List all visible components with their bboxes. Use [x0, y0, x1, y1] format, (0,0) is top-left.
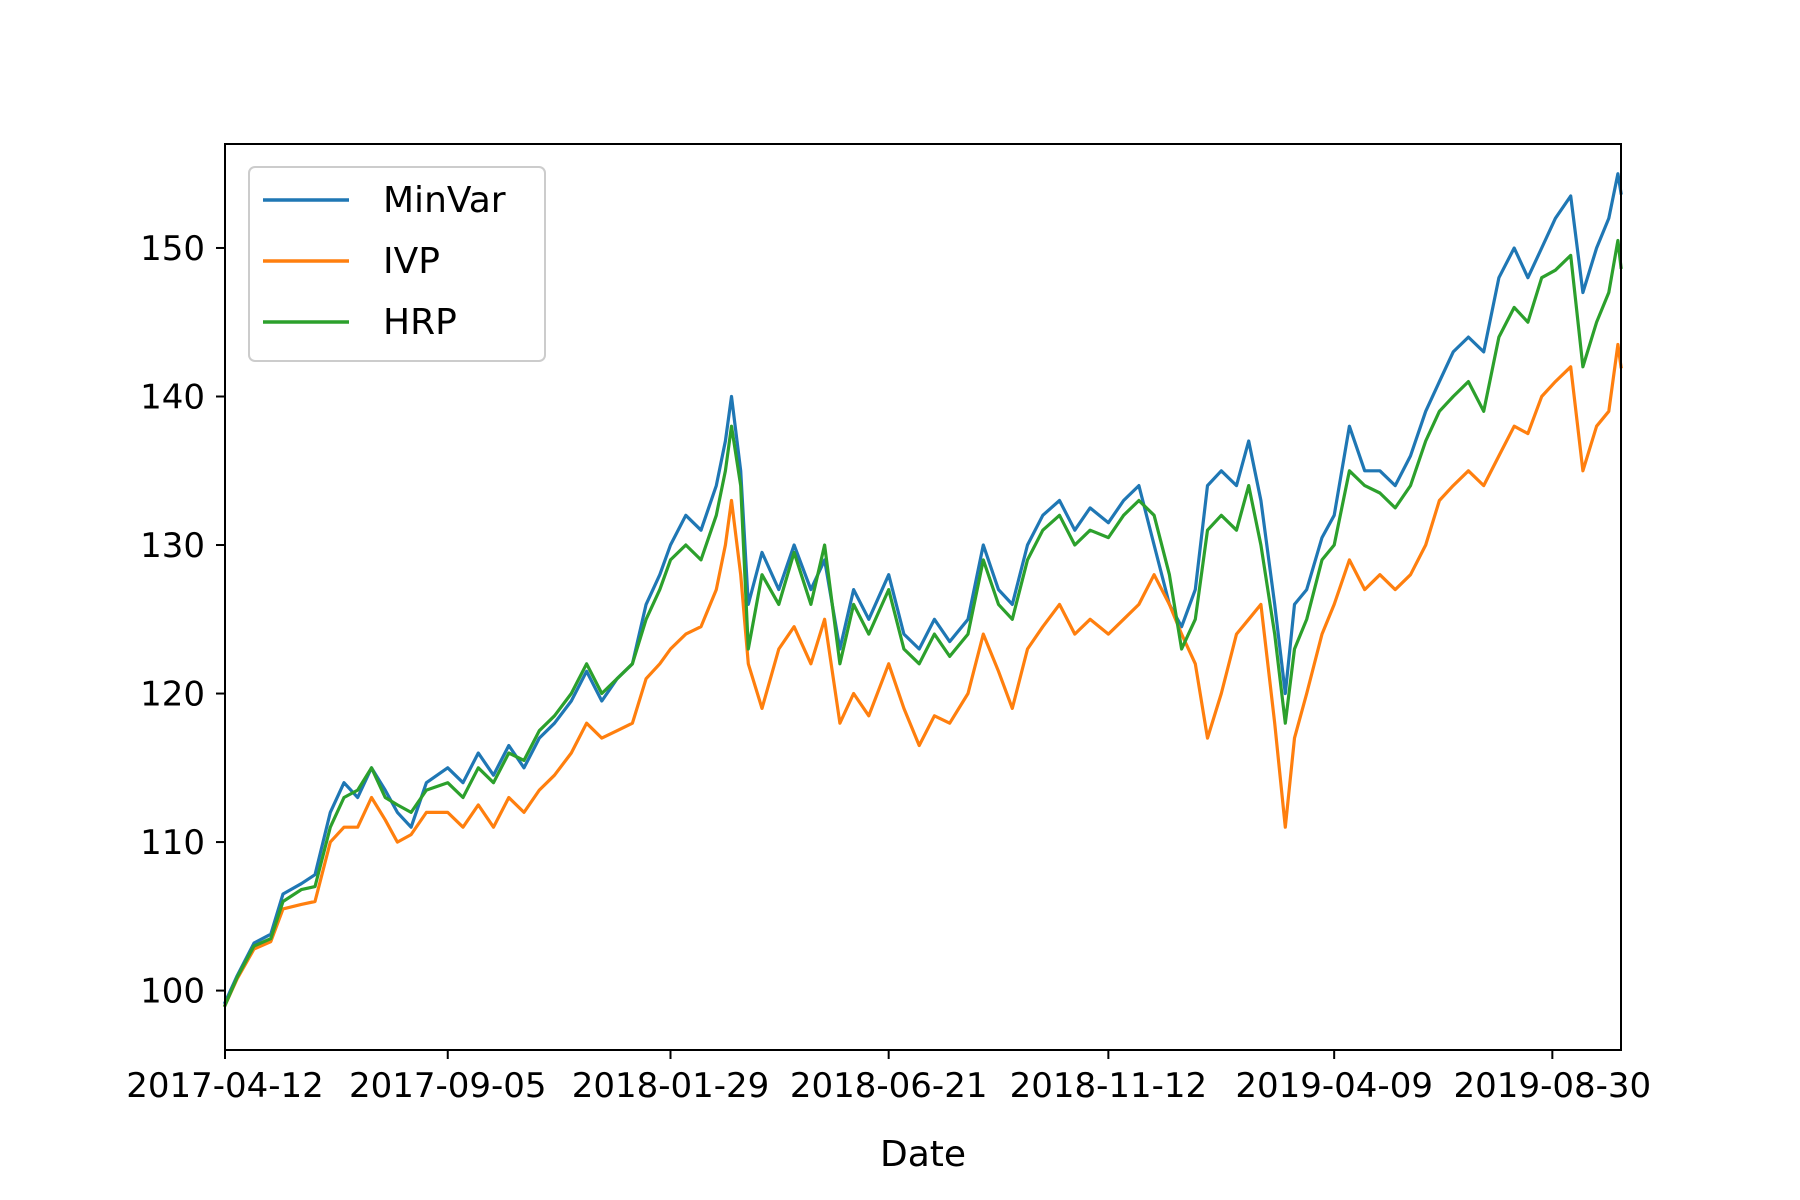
legend-label-hrp: HRP [383, 302, 457, 343]
legend-label-ivp: IVP [383, 241, 440, 282]
plot-frame [224, 143, 1622, 1051]
legend[interactable]: MinVar IVP HRP [248, 166, 546, 362]
x-tick-label: 2019-04-09 [1235, 1066, 1433, 1106]
x-tick-label: 2017-04-12 [126, 1066, 324, 1106]
x-axis-label: Date [880, 1134, 966, 1175]
x-axis: 2017-04-12 2017-09-05 2018-01-29 2018-06-21… [126, 1050, 1651, 1106]
y-axis: 100 110 120 130 140 150 [140, 229, 225, 1012]
y-tick-label: 130 [140, 526, 205, 566]
x-tick-label: 2018-06-21 [790, 1066, 988, 1106]
y-tick-label: 120 [140, 675, 205, 715]
y-tick-label: 140 [140, 377, 205, 417]
x-tick-label: 2018-01-29 [572, 1066, 770, 1106]
x-tick-label: 2019-08-30 [1454, 1066, 1652, 1106]
x-tick-label: 2017-09-05 [349, 1066, 547, 1106]
series-line-ivp [222, 342, 1623, 1008]
legend-box [248, 166, 546, 362]
series-line-minvar [222, 172, 1623, 1005]
y-tick-label: 150 [140, 229, 205, 269]
y-tick-label: 110 [140, 823, 205, 863]
x-tick-label: 2018-11-12 [1010, 1066, 1208, 1106]
series-layer [222, 172, 1623, 1008]
legend-label-minvar: MinVar [383, 180, 506, 221]
y-tick-label: 100 [140, 972, 205, 1012]
series-line-hrp [222, 238, 1623, 1008]
